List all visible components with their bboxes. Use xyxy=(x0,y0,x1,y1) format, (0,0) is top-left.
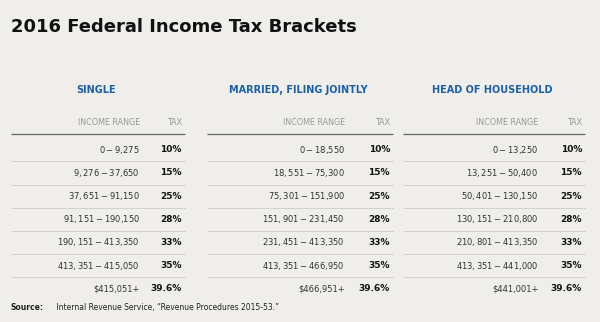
Text: INCOME RANGE: INCOME RANGE xyxy=(77,118,140,127)
Text: $75,301 - $151,900: $75,301 - $151,900 xyxy=(268,190,345,202)
Text: $9,276 -  $37,650: $9,276 - $37,650 xyxy=(73,167,140,179)
Text: $190,151 - $413,350: $190,151 - $413,350 xyxy=(57,236,140,249)
Text: 25%: 25% xyxy=(368,192,390,201)
Text: Source:: Source: xyxy=(11,303,44,312)
Text: $37,651 -  $91,150: $37,651 - $91,150 xyxy=(68,190,140,202)
Text: $91,151 - $190,150: $91,151 - $190,150 xyxy=(62,213,140,225)
Text: 15%: 15% xyxy=(368,168,390,177)
Text: 33%: 33% xyxy=(560,238,582,247)
Text: 35%: 35% xyxy=(368,261,390,270)
Text: $415,051+: $415,051+ xyxy=(94,284,140,293)
Text: Internal Revenue Service, “Revenue Procedures 2015-53.”: Internal Revenue Service, “Revenue Proce… xyxy=(54,303,279,312)
Text: 35%: 35% xyxy=(560,261,582,270)
Text: $466,951+: $466,951+ xyxy=(298,284,345,293)
Text: 15%: 15% xyxy=(160,168,182,177)
Text: 25%: 25% xyxy=(560,192,582,201)
Text: $413,351 - $415,050: $413,351 - $415,050 xyxy=(57,260,140,272)
Text: 28%: 28% xyxy=(368,215,390,224)
Text: $13,251 -  $50,400: $13,251 - $50,400 xyxy=(466,167,538,179)
Text: TAX: TAX xyxy=(167,118,182,127)
Text: SINGLE: SINGLE xyxy=(76,85,116,95)
Text: MARRIED, FILING JOINTLY: MARRIED, FILING JOINTLY xyxy=(229,85,368,95)
Text: $0 -   $13,250: $0 - $13,250 xyxy=(492,144,538,156)
Text: $0 -   $9,275: $0 - $9,275 xyxy=(99,144,140,156)
Text: INCOME RANGE: INCOME RANGE xyxy=(283,118,345,127)
Text: 28%: 28% xyxy=(560,215,582,224)
Text: 35%: 35% xyxy=(160,261,182,270)
Text: 15%: 15% xyxy=(560,168,582,177)
Text: INCOME RANGE: INCOME RANGE xyxy=(476,118,538,127)
Text: $413,351 - $441,000: $413,351 - $441,000 xyxy=(455,260,538,272)
Text: 39.6%: 39.6% xyxy=(359,284,390,293)
Text: 33%: 33% xyxy=(368,238,390,247)
Text: 33%: 33% xyxy=(160,238,182,247)
Text: 39.6%: 39.6% xyxy=(551,284,582,293)
Text: 25%: 25% xyxy=(160,192,182,201)
Text: TAX: TAX xyxy=(375,118,390,127)
Text: 28%: 28% xyxy=(160,215,182,224)
Text: $130,151 - $210,800: $130,151 - $210,800 xyxy=(455,213,538,225)
Text: HEAD OF HOUSEHOLD: HEAD OF HOUSEHOLD xyxy=(433,85,553,95)
Text: 39.6%: 39.6% xyxy=(151,284,182,293)
Text: 10%: 10% xyxy=(368,145,390,154)
Text: 2016 Federal Income Tax Brackets: 2016 Federal Income Tax Brackets xyxy=(11,18,356,36)
Text: 10%: 10% xyxy=(560,145,582,154)
Text: 10%: 10% xyxy=(160,145,182,154)
Text: $231,451 - $413,350: $231,451 - $413,350 xyxy=(262,236,345,249)
Text: $0 -   $18,550: $0 - $18,550 xyxy=(299,144,345,156)
Text: $151,901 - $231,450: $151,901 - $231,450 xyxy=(262,213,345,225)
Text: $18,551 -  $75,300: $18,551 - $75,300 xyxy=(273,167,345,179)
Text: $210,801 - $413,350: $210,801 - $413,350 xyxy=(455,236,538,249)
Text: TAX: TAX xyxy=(567,118,582,127)
Text: $441,001+: $441,001+ xyxy=(492,284,538,293)
Text: $413,351 - $466,950: $413,351 - $466,950 xyxy=(262,260,345,272)
Text: $50,401 - $130,150: $50,401 - $130,150 xyxy=(461,190,538,202)
